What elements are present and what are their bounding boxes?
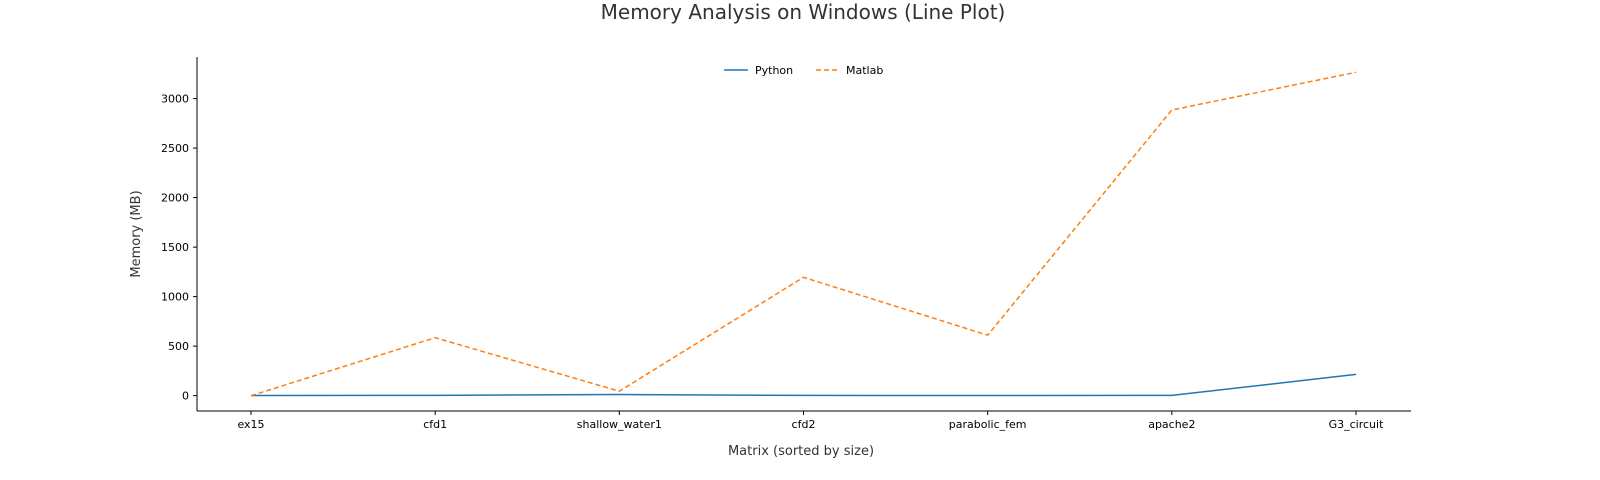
- y-axis-ticks: 0 500 1000 1500 2000 2500 3000: [161, 93, 197, 403]
- x-tick-label: cfd1: [423, 418, 447, 431]
- y-axis-label: Memory (MB): [129, 190, 144, 277]
- x-tick-label: cfd2: [792, 418, 816, 431]
- x-axis-ticks: ex15 cfd1 shallow_water1 cfd2 parabolic_fem a…: [237, 411, 1384, 431]
- series-line-python: [250, 373, 1357, 397]
- y-tick-label: 500: [168, 340, 189, 353]
- x-axis-label: Matrix (sorted by size): [728, 444, 874, 459]
- x-tick-label: apache2: [1148, 418, 1195, 431]
- y-tick-label: 0: [182, 390, 189, 403]
- series-layer: [250, 71, 1357, 397]
- y-tick-label: 2000: [161, 192, 189, 205]
- y-tick-label: 2500: [161, 142, 189, 155]
- legend: Python Matlab: [724, 64, 883, 77]
- y-tick-label: 1500: [161, 241, 189, 254]
- chart-title: Memory Analysis on Windows (Line Plot): [601, 0, 1006, 24]
- x-tick-label: G3_circuit: [1329, 418, 1384, 431]
- legend-matlab-label: Matlab: [846, 64, 883, 77]
- legend-python-label: Python: [755, 64, 793, 77]
- series-line-matlab: [250, 71, 1357, 397]
- x-tick-label: ex15: [237, 418, 264, 431]
- y-tick-label: 3000: [161, 93, 189, 106]
- y-tick-label: 1000: [161, 291, 189, 304]
- x-tick-label: shallow_water1: [577, 418, 662, 431]
- x-tick-label: parabolic_fem: [949, 418, 1027, 431]
